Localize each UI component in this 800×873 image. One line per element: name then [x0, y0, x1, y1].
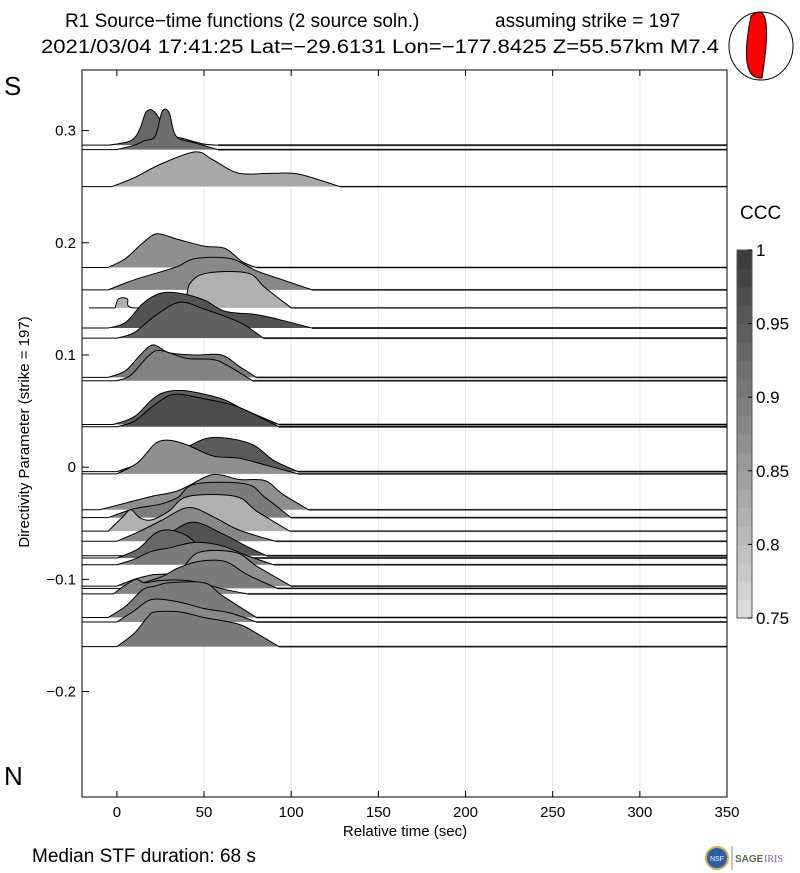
colorbar-bin: [737, 268, 752, 288]
svg-text:SAGE: SAGE: [735, 854, 764, 865]
colorbar-bin: [737, 286, 752, 306]
event-info: 2021/03/04 17:41:25 Lat=−29.6131 Lon=−17…: [41, 37, 719, 58]
x-tick-label: 250: [540, 804, 565, 821]
colorbar-tick-label: 0.9: [756, 388, 780, 407]
colorbar-bin: [737, 581, 752, 601]
x-tick-label: 350: [714, 804, 739, 821]
colorbar-bin: [737, 452, 752, 472]
stf-outline: [82, 578, 727, 595]
y-tick-label: 0.3: [55, 123, 76, 140]
svg-text:IRIS: IRIS: [764, 854, 783, 865]
stf-outline: [82, 256, 727, 291]
x-tick-label: 200: [453, 804, 478, 821]
colorbar-tick-label: 0.85: [756, 462, 789, 481]
x-tick-label: 0: [113, 804, 121, 821]
stf-outline: [82, 439, 727, 475]
stf-outline: [82, 507, 727, 542]
colorbar-bin: [737, 489, 752, 509]
colorbar-bin: [737, 415, 752, 435]
stf-outline: [82, 109, 727, 146]
beachball-compressional-quadrant: [745, 11, 767, 79]
colorbar-bin: [737, 434, 752, 453]
colorbar-tick-label: 0.75: [756, 609, 789, 628]
stf-trace: [82, 233, 727, 269]
stf-outline: [82, 598, 727, 623]
stf-outline: [82, 559, 727, 589]
nsf-logo-icon: [705, 846, 729, 870]
colorbar-bin: [737, 562, 752, 582]
stf-outline: [82, 473, 727, 511]
svg-text:NSF: NSF: [710, 856, 724, 863]
colorbar-bin: [737, 360, 752, 380]
stf-outline: [82, 233, 727, 268]
colorbar-bin: [737, 378, 752, 398]
colorbar-label: CCC: [740, 203, 781, 224]
colorbar-tick-label: 0.95: [756, 315, 789, 334]
y-tick-label: −0.2: [46, 684, 76, 701]
stf-trace: [82, 439, 727, 475]
colorbar-bin: [737, 250, 752, 269]
stf-trace: [82, 349, 728, 382]
south-label: S: [4, 71, 21, 101]
y-tick-label: 0.1: [55, 347, 76, 364]
colorbar-tick-label: 1: [756, 241, 765, 260]
stf-fill: [116, 611, 279, 647]
y-tick-label: −0.1: [46, 571, 76, 588]
x-tick-label: 150: [366, 804, 391, 821]
stf-outline: [82, 108, 727, 151]
stf-outline: [82, 581, 727, 618]
y-tick-label: 0: [68, 459, 76, 476]
stf-outline: [82, 610, 727, 648]
stf-fill: [116, 394, 279, 427]
stf-outline: [82, 481, 727, 519]
sage-iris-logo: NSF SAGE IRIS: [705, 846, 783, 870]
stf-outline: [82, 291, 727, 329]
x-tick-label: 100: [279, 804, 304, 821]
stf-fill: [116, 350, 253, 381]
stf-trace: [82, 541, 727, 566]
stf-outline: [82, 151, 727, 188]
plot-frame: [81, 69, 728, 798]
x-axis-label: Relative time (sec): [343, 823, 467, 840]
stf-trace: [82, 393, 727, 428]
x-tick-label: 300: [627, 804, 652, 821]
colorbar-bin: [737, 470, 752, 490]
colorbar-bin: [737, 526, 752, 545]
stf-trace: [82, 301, 727, 340]
median-duration: Median STF duration: 68 s: [32, 846, 256, 867]
stf-fill: [115, 271, 292, 308]
colorbar-bin: [737, 544, 752, 564]
stf-trace: [82, 108, 728, 151]
y-axis-label: Directivity Parameter (strike = 197): [16, 316, 33, 547]
stf-outline: [82, 301, 727, 339]
colorbar-frame: [736, 249, 753, 619]
stf-outline: [82, 494, 727, 532]
chart-title: R1 Source−time functions (2 source soln.…: [65, 11, 419, 32]
stf-fill: [116, 440, 299, 474]
colorbar-bin: [737, 507, 752, 527]
stf-outline: [82, 349, 727, 382]
colorbar-bin: [737, 323, 752, 343]
colorbar-tick-label: 0.8: [756, 535, 780, 554]
beachball-icon: [728, 11, 794, 81]
stf-fill: [116, 109, 218, 150]
colorbar-bin: [737, 305, 752, 325]
stf-outline: [82, 393, 727, 428]
colorbar-bin: [737, 599, 752, 619]
stf-trace: [82, 151, 727, 188]
stf-trace: [82, 610, 727, 648]
x-tick-label: 50: [196, 804, 213, 821]
colorbar-bin: [737, 397, 752, 417]
strike-label: assuming strike = 197: [495, 11, 680, 32]
colorbar-bin: [737, 342, 752, 361]
y-tick-label: 0.2: [55, 235, 76, 252]
stf-fill: [116, 302, 264, 339]
stf-outline: [82, 541, 727, 566]
north-label: N: [4, 761, 23, 791]
stf-fill: [111, 151, 340, 187]
